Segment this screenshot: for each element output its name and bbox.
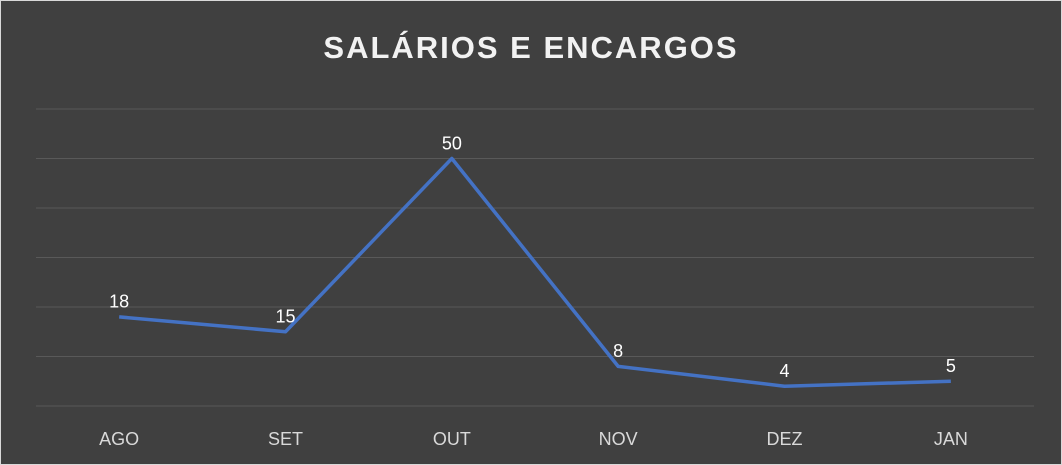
chart-title: SALÁRIOS E ENCARGOS (323, 30, 738, 65)
data-label: 8 (613, 341, 623, 361)
x-tick-label: DEZ (767, 429, 803, 449)
data-label: 4 (779, 361, 789, 381)
line-series (119, 156, 951, 388)
x-tick-label: NOV (599, 429, 638, 449)
x-tick-label: OUT (433, 429, 471, 449)
x-tick-label: AGO (99, 429, 139, 449)
data-label: 15 (275, 307, 295, 327)
data-label: 18 (109, 292, 129, 312)
x-tick-label: JAN (934, 429, 968, 449)
x-tick-label: SET (268, 429, 303, 449)
data-label: 50 (442, 133, 462, 153)
data-label: 5 (946, 356, 956, 376)
